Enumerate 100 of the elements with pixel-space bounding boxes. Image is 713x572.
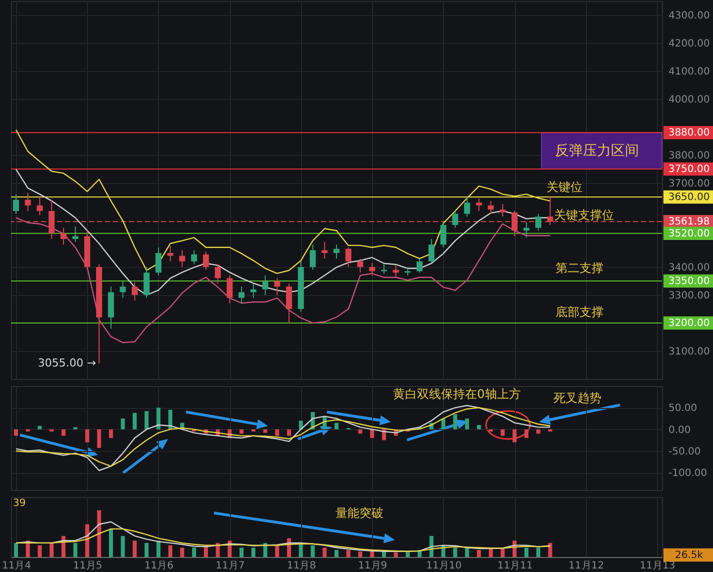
bar	[346, 550, 350, 557]
bar	[358, 429, 362, 434]
y-tick-label: 4000.00	[668, 94, 710, 106]
candlestick	[392, 265, 399, 278]
x-tick-label: 11月8	[286, 560, 316, 572]
annotation: 关键位	[546, 180, 582, 194]
candlestick	[60, 227, 66, 246]
bar	[287, 429, 292, 436]
candlestick	[274, 278, 280, 296]
bar	[85, 524, 90, 557]
candlestick	[464, 196, 470, 218]
bar	[180, 548, 184, 557]
bar	[192, 548, 196, 557]
annotation: 黄白双线保持在0轴上方	[393, 387, 521, 401]
y-tick-label: 3100.00	[668, 346, 710, 358]
candlestick	[476, 198, 482, 212]
bar	[97, 429, 102, 448]
x-tick-label: 11月11	[497, 560, 533, 572]
candlestick	[13, 194, 19, 214]
bar	[370, 429, 374, 438]
candlestick	[24, 192, 31, 212]
candlestick	[452, 210, 458, 228]
bar	[465, 548, 470, 557]
bar	[263, 429, 268, 433]
y-tick-label: -50.00	[668, 446, 701, 458]
bar	[275, 429, 280, 436]
candlestick	[132, 282, 138, 302]
candlestick	[155, 246, 162, 276]
y-tick-label: 3800.00	[668, 150, 710, 162]
candlestick	[416, 258, 423, 274]
x-tick-label: 11月10	[426, 560, 462, 572]
candlestick	[238, 286, 245, 304]
candlestick	[535, 213, 542, 232]
bar	[168, 545, 172, 557]
bar	[50, 542, 54, 557]
ref-line-label: 3561.98	[668, 216, 710, 228]
candlestick	[226, 274, 233, 304]
candlestick	[72, 226, 78, 242]
ref-line-label: 3350.00	[668, 276, 710, 287]
bar	[251, 548, 256, 557]
annotation: 死叉趋势	[553, 391, 602, 405]
ref-line-label: 3750.00	[668, 164, 710, 175]
annotation: 第二支撑	[555, 261, 604, 275]
bar	[512, 429, 517, 442]
bar	[240, 429, 244, 434]
bar	[132, 540, 137, 557]
candlestick	[428, 238, 434, 264]
band-label: 反弹压力区间	[554, 142, 639, 159]
bar	[310, 545, 315, 557]
bar	[156, 408, 160, 430]
bar	[85, 429, 90, 442]
bar	[240, 548, 244, 557]
bar	[465, 418, 470, 430]
candlestick	[488, 200, 494, 214]
candlestick	[500, 204, 506, 218]
text: 39	[12, 498, 26, 509]
candlestick	[214, 264, 221, 284]
candlestick	[523, 222, 530, 238]
bar	[73, 542, 78, 557]
y-tick-label: 4300.00	[668, 10, 710, 22]
bar	[38, 545, 42, 557]
bar	[120, 536, 125, 557]
y-tick-label: 3700.00	[668, 178, 710, 190]
x-tick-label: 11月6	[144, 560, 174, 572]
x-tick-label: 11月9	[358, 560, 388, 572]
candlestick	[310, 244, 316, 270]
bar	[14, 429, 18, 436]
bar	[322, 548, 327, 557]
candlestick	[334, 244, 340, 260]
bar	[14, 542, 18, 557]
candlestick	[250, 283, 256, 298]
candlestick	[369, 262, 376, 276]
bar	[132, 412, 137, 430]
bar	[120, 418, 125, 430]
y-tick-label: 0.00	[668, 424, 691, 436]
candlestick	[191, 250, 198, 265]
bar	[144, 411, 149, 430]
y-tick-label: 3400.00	[668, 262, 710, 274]
bar	[61, 429, 66, 436]
annotation: 底部支撑	[555, 305, 604, 319]
bar	[97, 510, 102, 557]
y-tick-label: -100.00	[668, 468, 708, 480]
candlestick	[357, 258, 364, 274]
text: 26.5k	[674, 550, 704, 561]
bar	[275, 545, 280, 557]
x-tick-label: 11月12	[568, 560, 604, 572]
bar	[476, 550, 481, 557]
bar	[476, 425, 481, 430]
ref-line-label: 3880.00	[668, 128, 710, 139]
candlestick	[202, 251, 209, 270]
bar	[441, 418, 446, 430]
y-tick-label: 4100.00	[668, 66, 710, 78]
annotation: 量能突破	[335, 506, 384, 520]
bar	[334, 422, 338, 430]
x-tick-label: 11月4	[2, 560, 32, 572]
ref-line-label: 3200.00	[668, 318, 710, 329]
candlestick	[262, 274, 268, 296]
candlestick	[286, 283, 292, 324]
candlestick	[179, 250, 186, 268]
ref-line-label: 3520.00	[668, 228, 710, 240]
